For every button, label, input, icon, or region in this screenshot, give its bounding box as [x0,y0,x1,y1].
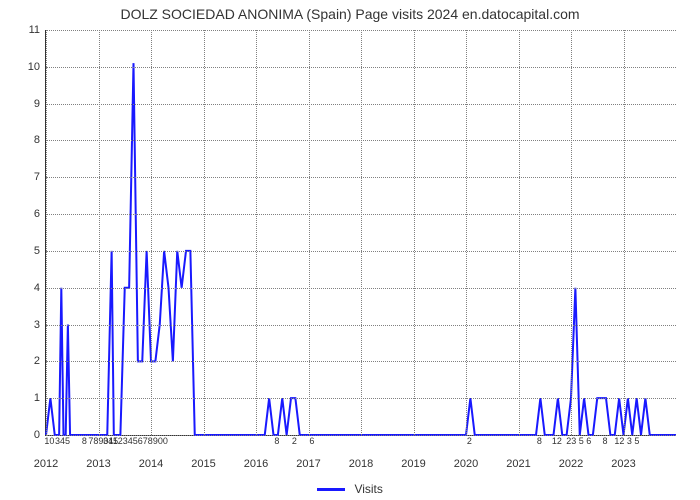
gridline-vertical [624,30,625,435]
x-tick-minor-label: 8 [274,436,279,446]
x-tick-major-label: 2012 [34,458,58,470]
x-tick-major-label: 2016 [244,458,268,470]
gridline-vertical [309,30,310,435]
x-tick-major-label: 2013 [86,458,110,470]
y-tick-label: 10 [0,61,40,73]
x-tick-minor-label: 12 [552,436,562,446]
x-tick-minor-label: 2 [467,436,472,446]
x-tick-major-label: 2023 [611,458,635,470]
gridline-vertical [99,30,100,435]
plot-area: 2012201320142015201620172018201920202021… [45,30,676,436]
x-tick-minor-label: 10 [45,436,54,446]
y-tick-label: 2 [0,355,40,367]
x-tick-major-label: 2015 [191,458,215,470]
x-tick-major-label: 2019 [401,458,425,470]
gridline-vertical [466,30,467,435]
x-tick-minor-label: 8 [537,436,542,446]
y-tick-label: 1 [0,392,40,404]
chart-container: DOLZ SOCIEDAD ANONIMA (Spain) Page visit… [0,0,700,500]
legend-label: Visits [354,482,382,496]
y-tick-label: 4 [0,282,40,294]
gridline-vertical [151,30,152,435]
chart-title: DOLZ SOCIEDAD ANONIMA (Spain) Page visit… [0,6,700,22]
x-tick-minor-label: 12 3 5 [614,436,639,446]
legend: Visits [0,482,700,496]
x-tick-major-label: 2020 [454,458,478,470]
y-tick-label: 9 [0,98,40,110]
x-tick-minor-label: 7890112345678900 [88,436,167,446]
gridline-vertical [46,30,47,435]
y-tick-label: 0 [0,429,40,441]
gridline-vertical [204,30,205,435]
x-tick-minor-label: 345 [55,436,70,446]
y-tick-label: 8 [0,134,40,146]
gridline-vertical [519,30,520,435]
x-tick-minor-label: 2 [292,436,297,446]
x-tick-minor-label: 6 [309,436,314,446]
y-tick-label: 7 [0,171,40,183]
x-axis-minor-ticks: 1034583457890112345678900826281223 5 681… [45,436,675,450]
legend-swatch [317,488,345,491]
x-tick-minor-label: 8 [602,436,607,446]
x-tick-major-label: 2018 [349,458,373,470]
x-tick-major-label: 2017 [296,458,320,470]
y-tick-label: 5 [0,245,40,257]
y-tick-label: 11 [0,24,40,36]
x-tick-major-label: 2014 [139,458,163,470]
x-tick-major-label: 2022 [559,458,583,470]
gridline-vertical [361,30,362,435]
gridline-vertical [414,30,415,435]
x-tick-major-label: 2021 [506,458,530,470]
gridline-vertical [571,30,572,435]
y-tick-label: 3 [0,319,40,331]
gridline-vertical [256,30,257,435]
x-tick-minor-label: 23 5 6 [566,436,591,446]
y-tick-label: 6 [0,208,40,220]
x-tick-minor-label: 8 [82,436,87,446]
